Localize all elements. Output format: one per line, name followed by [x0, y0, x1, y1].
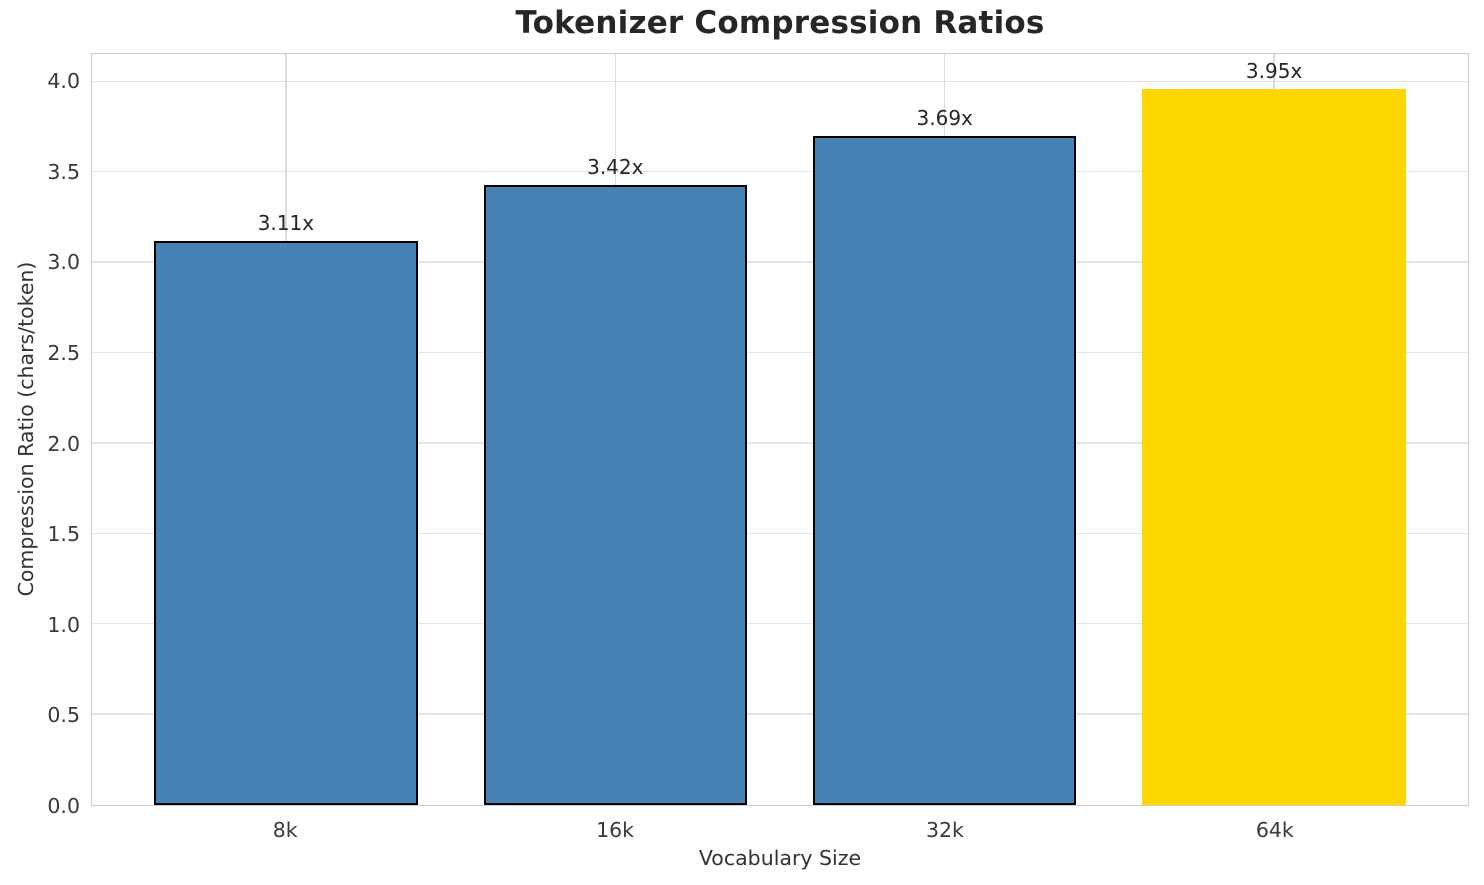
y-tick-label-0.5: 0.5 — [47, 703, 80, 728]
x-tick-label-32k: 32k — [925, 818, 964, 842]
bar-value-label-8k: 3.11x — [257, 211, 315, 236]
bar-value-label-32k: 3.69x — [916, 106, 973, 131]
horizontal-gridline — [92, 351, 1468, 354]
horizontal-gridline — [92, 80, 1468, 83]
horizontal-gridline — [92, 622, 1468, 625]
plot-area: 3.11x 3.42x 3.69x 3.95x — [91, 53, 1469, 806]
y-tick-label-4.0: 4.0 — [47, 69, 80, 94]
y-tick-label-0.0: 0.0 — [47, 794, 80, 818]
y-tick-label-1.5: 1.5 — [47, 522, 80, 547]
x-tick-label-64k: 64k — [1255, 818, 1294, 842]
y-tick-label-2.0: 2.0 — [47, 431, 80, 456]
x-tick-label-8k: 8k — [272, 818, 298, 842]
bar-value-label-64k: 3.95x — [1245, 59, 1303, 84]
horizontal-gridline — [92, 532, 1468, 534]
bar-value-label-16k: 3.42x — [587, 155, 644, 180]
x-tick-label-16k: 16k — [596, 818, 635, 842]
horizontal-gridline — [92, 713, 1468, 715]
bar-64k — [1142, 89, 1406, 805]
bar-8k — [154, 241, 418, 805]
y-tick-label-3.5: 3.5 — [47, 159, 80, 184]
y-tick-label-1.0: 1.0 — [47, 612, 80, 637]
horizontal-gridline — [92, 261, 1468, 263]
bar-16k — [483, 185, 748, 805]
bar-32k — [812, 136, 1077, 805]
x-axis-label: Vocabulary Size — [698, 846, 862, 870]
horizontal-gridline — [92, 171, 1468, 173]
chart-title: Tokenizer Compression Ratios — [515, 5, 1045, 41]
y-tick-label-3.0: 3.0 — [47, 250, 80, 275]
horizontal-gridline — [92, 442, 1468, 444]
y-tick-label-2.5: 2.5 — [47, 340, 80, 365]
